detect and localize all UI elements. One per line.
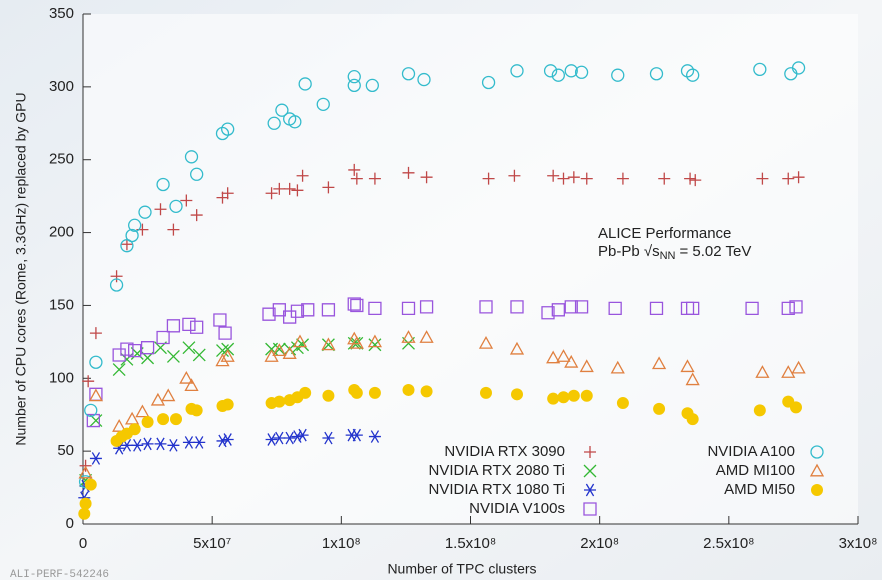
y-tick-label: 300 — [49, 78, 74, 95]
x-tick-label: 0 — [79, 535, 87, 552]
x-tick-label: 1.5x10⁸ — [445, 535, 496, 552]
point — [421, 385, 433, 397]
point — [687, 413, 699, 425]
point — [558, 391, 570, 403]
point — [157, 413, 169, 425]
point — [403, 384, 415, 396]
page: Number of CPU cores (Rome, 3.3GHz) repla… — [0, 0, 882, 580]
y-tick-label: 150 — [49, 296, 74, 313]
point — [369, 387, 381, 399]
point — [351, 387, 363, 399]
point — [85, 479, 97, 491]
point — [299, 387, 311, 399]
y-tick-label: 250 — [49, 151, 74, 168]
x-tick-label: 2x10⁸ — [580, 535, 619, 552]
point — [653, 403, 665, 415]
point — [511, 388, 523, 400]
point — [547, 393, 559, 405]
y-tick-label: 200 — [49, 224, 74, 241]
point — [322, 390, 334, 402]
x-tick-label: 1x10⁸ — [322, 535, 361, 552]
legend-label: NVIDIA RTX 3090 — [444, 443, 565, 460]
y-tick-label: 0 — [66, 515, 74, 532]
x-axis-title: Number of TPC clusters — [387, 561, 536, 577]
chart: Number of CPU cores (Rome, 3.3GHz) repla… — [0, 0, 882, 580]
point — [170, 413, 182, 425]
annotation-sub: NN — [660, 250, 676, 262]
y-tick-label: 100 — [49, 369, 74, 386]
point — [222, 399, 234, 411]
point — [80, 498, 92, 510]
point — [581, 390, 593, 402]
y-axis-title: Number of CPU cores (Rome, 3.3GHz) repla… — [13, 92, 29, 445]
x-tick-label: 5x10⁷ — [193, 535, 231, 552]
legend-label: AMD MI100 — [716, 462, 795, 479]
y-tick-label: 350 — [49, 5, 74, 22]
point — [273, 396, 285, 408]
point — [191, 404, 203, 416]
x-tick-label: 2.5x10⁸ — [703, 535, 754, 552]
x-tick-label: 3x10⁸ — [839, 535, 878, 552]
legend-marker — [811, 484, 823, 496]
y-tick-label: 50 — [57, 442, 74, 459]
annotation-part: = 5.02 TeV — [679, 243, 751, 260]
legend-label: NVIDIA RTX 2080 Ti — [429, 462, 565, 479]
point — [142, 416, 154, 428]
legend-label: NVIDIA V100s — [469, 500, 565, 517]
legend-label: NVIDIA RTX 1080 Ti — [429, 481, 565, 498]
point — [480, 387, 492, 399]
watermark: ALI-PERF-542246 — [10, 569, 109, 580]
annotation-part: Pb-Pb √s — [598, 243, 660, 260]
point — [78, 508, 90, 520]
point — [129, 423, 141, 435]
point — [568, 390, 580, 402]
legend-label: NVIDIA A100 — [707, 443, 795, 460]
point — [754, 404, 766, 416]
point — [790, 401, 802, 413]
legend-label: AMD MI50 — [724, 481, 795, 498]
annotation: ALICE Performance — [598, 225, 731, 242]
point — [617, 397, 629, 409]
